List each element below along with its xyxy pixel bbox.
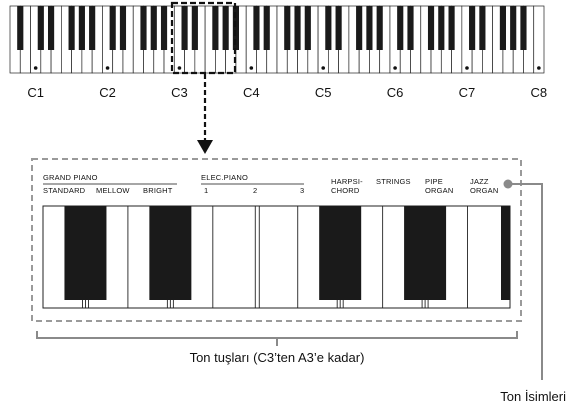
black-key [37,6,44,50]
black-key [89,6,96,50]
black-key [469,6,476,50]
tone-names-callout-line [508,183,543,380]
black-key [366,6,373,50]
black-key [150,6,157,50]
full-keyboard [9,5,545,74]
black-key [68,6,75,50]
black-key [397,6,404,50]
tone-label-pipe-organ-2: ORGAN [425,186,454,195]
black-key [78,6,85,50]
zoomed-black-key [501,206,510,300]
black-key [232,6,240,50]
black-key [304,6,311,50]
zoomed-black-key [149,206,192,300]
black-key [427,6,435,50]
black-key [181,6,188,50]
black-key [325,6,332,50]
black-key [376,6,383,50]
octave-marker [321,66,326,70]
black-key [479,6,486,50]
black-key [119,6,127,50]
tone-keys-bracket [36,331,518,339]
octave-marker [177,66,182,70]
zoom-arrow-head [197,140,213,154]
black-key [499,6,507,50]
octave-labels: C1 C2 C3 C4 C5 C6 C7 C8 [27,66,547,100]
elec-piano-group-label: ELEC.PIANO [201,173,248,182]
zoom-panel-border [31,158,522,322]
octave-label: C6 [387,85,404,100]
tone-label-elec-3: 3 [300,186,304,195]
tone-labels: GRAND PIANO STANDARD MELLOW BRIGHT ELEC.… [43,173,499,195]
white-key [533,5,545,74]
octave-marker [465,66,469,70]
tone-label-jazz-organ-2: ORGAN [470,186,499,195]
tone-label-elec-2: 2 [253,186,257,195]
tone-names-caption: Ton İsimleri [500,389,566,404]
tone-label-bright: BRIGHT [143,186,173,195]
black-key [284,6,291,50]
tone-label-strings: STRINGS [376,177,411,186]
black-key [407,6,414,50]
octave-label: C4 [243,85,260,100]
black-key [17,6,24,50]
black-key [448,6,455,50]
black-key [263,6,270,50]
tone-label-mellow: MELLOW [96,186,130,195]
zoomed-keyboard [42,205,511,309]
octave-label: C1 [27,85,44,100]
tone-label-harpsichord-1: HARPSI- [331,177,363,186]
octave-marker [537,66,541,70]
black-key [160,6,168,50]
zoomed-black-key [404,206,447,300]
black-key [294,6,301,50]
zoomed-black-key [319,206,362,300]
black-key [335,6,342,50]
octave-marker [105,66,110,70]
grand-piano-group-label: GRAND PIANO [43,173,98,182]
octave-label: C3 [171,85,188,100]
tone-keys-caption: Ton tuşları (C3’ten A3’e kadar) [190,350,365,365]
zoomed-black-key [64,206,107,300]
octave-marker [249,66,254,70]
black-key [356,6,363,50]
black-key [191,6,198,50]
black-key [222,6,229,50]
octave-label: C5 [315,85,332,100]
black-key [47,6,55,50]
c3-highlight-box [170,1,237,75]
tone-label-standard: STANDARD [43,186,86,195]
octave-marker [33,66,38,70]
octave-label: C8 [531,85,548,100]
black-key [510,6,517,50]
tone-label-jazz-organ-1: JAZZ [470,177,489,186]
octave-label: C2 [99,85,116,100]
black-key [253,6,260,50]
black-key [520,6,527,50]
black-key [109,6,116,50]
octave-label: C7 [459,85,476,100]
tone-label-harpsichord-2: CHORD [331,186,360,195]
tone-label-pipe-organ-1: PIPE [425,177,443,186]
tone-label-elec-1: 1 [204,186,208,195]
black-key [140,6,147,50]
black-key [438,6,445,50]
black-key [212,6,219,50]
octave-marker [393,66,397,70]
